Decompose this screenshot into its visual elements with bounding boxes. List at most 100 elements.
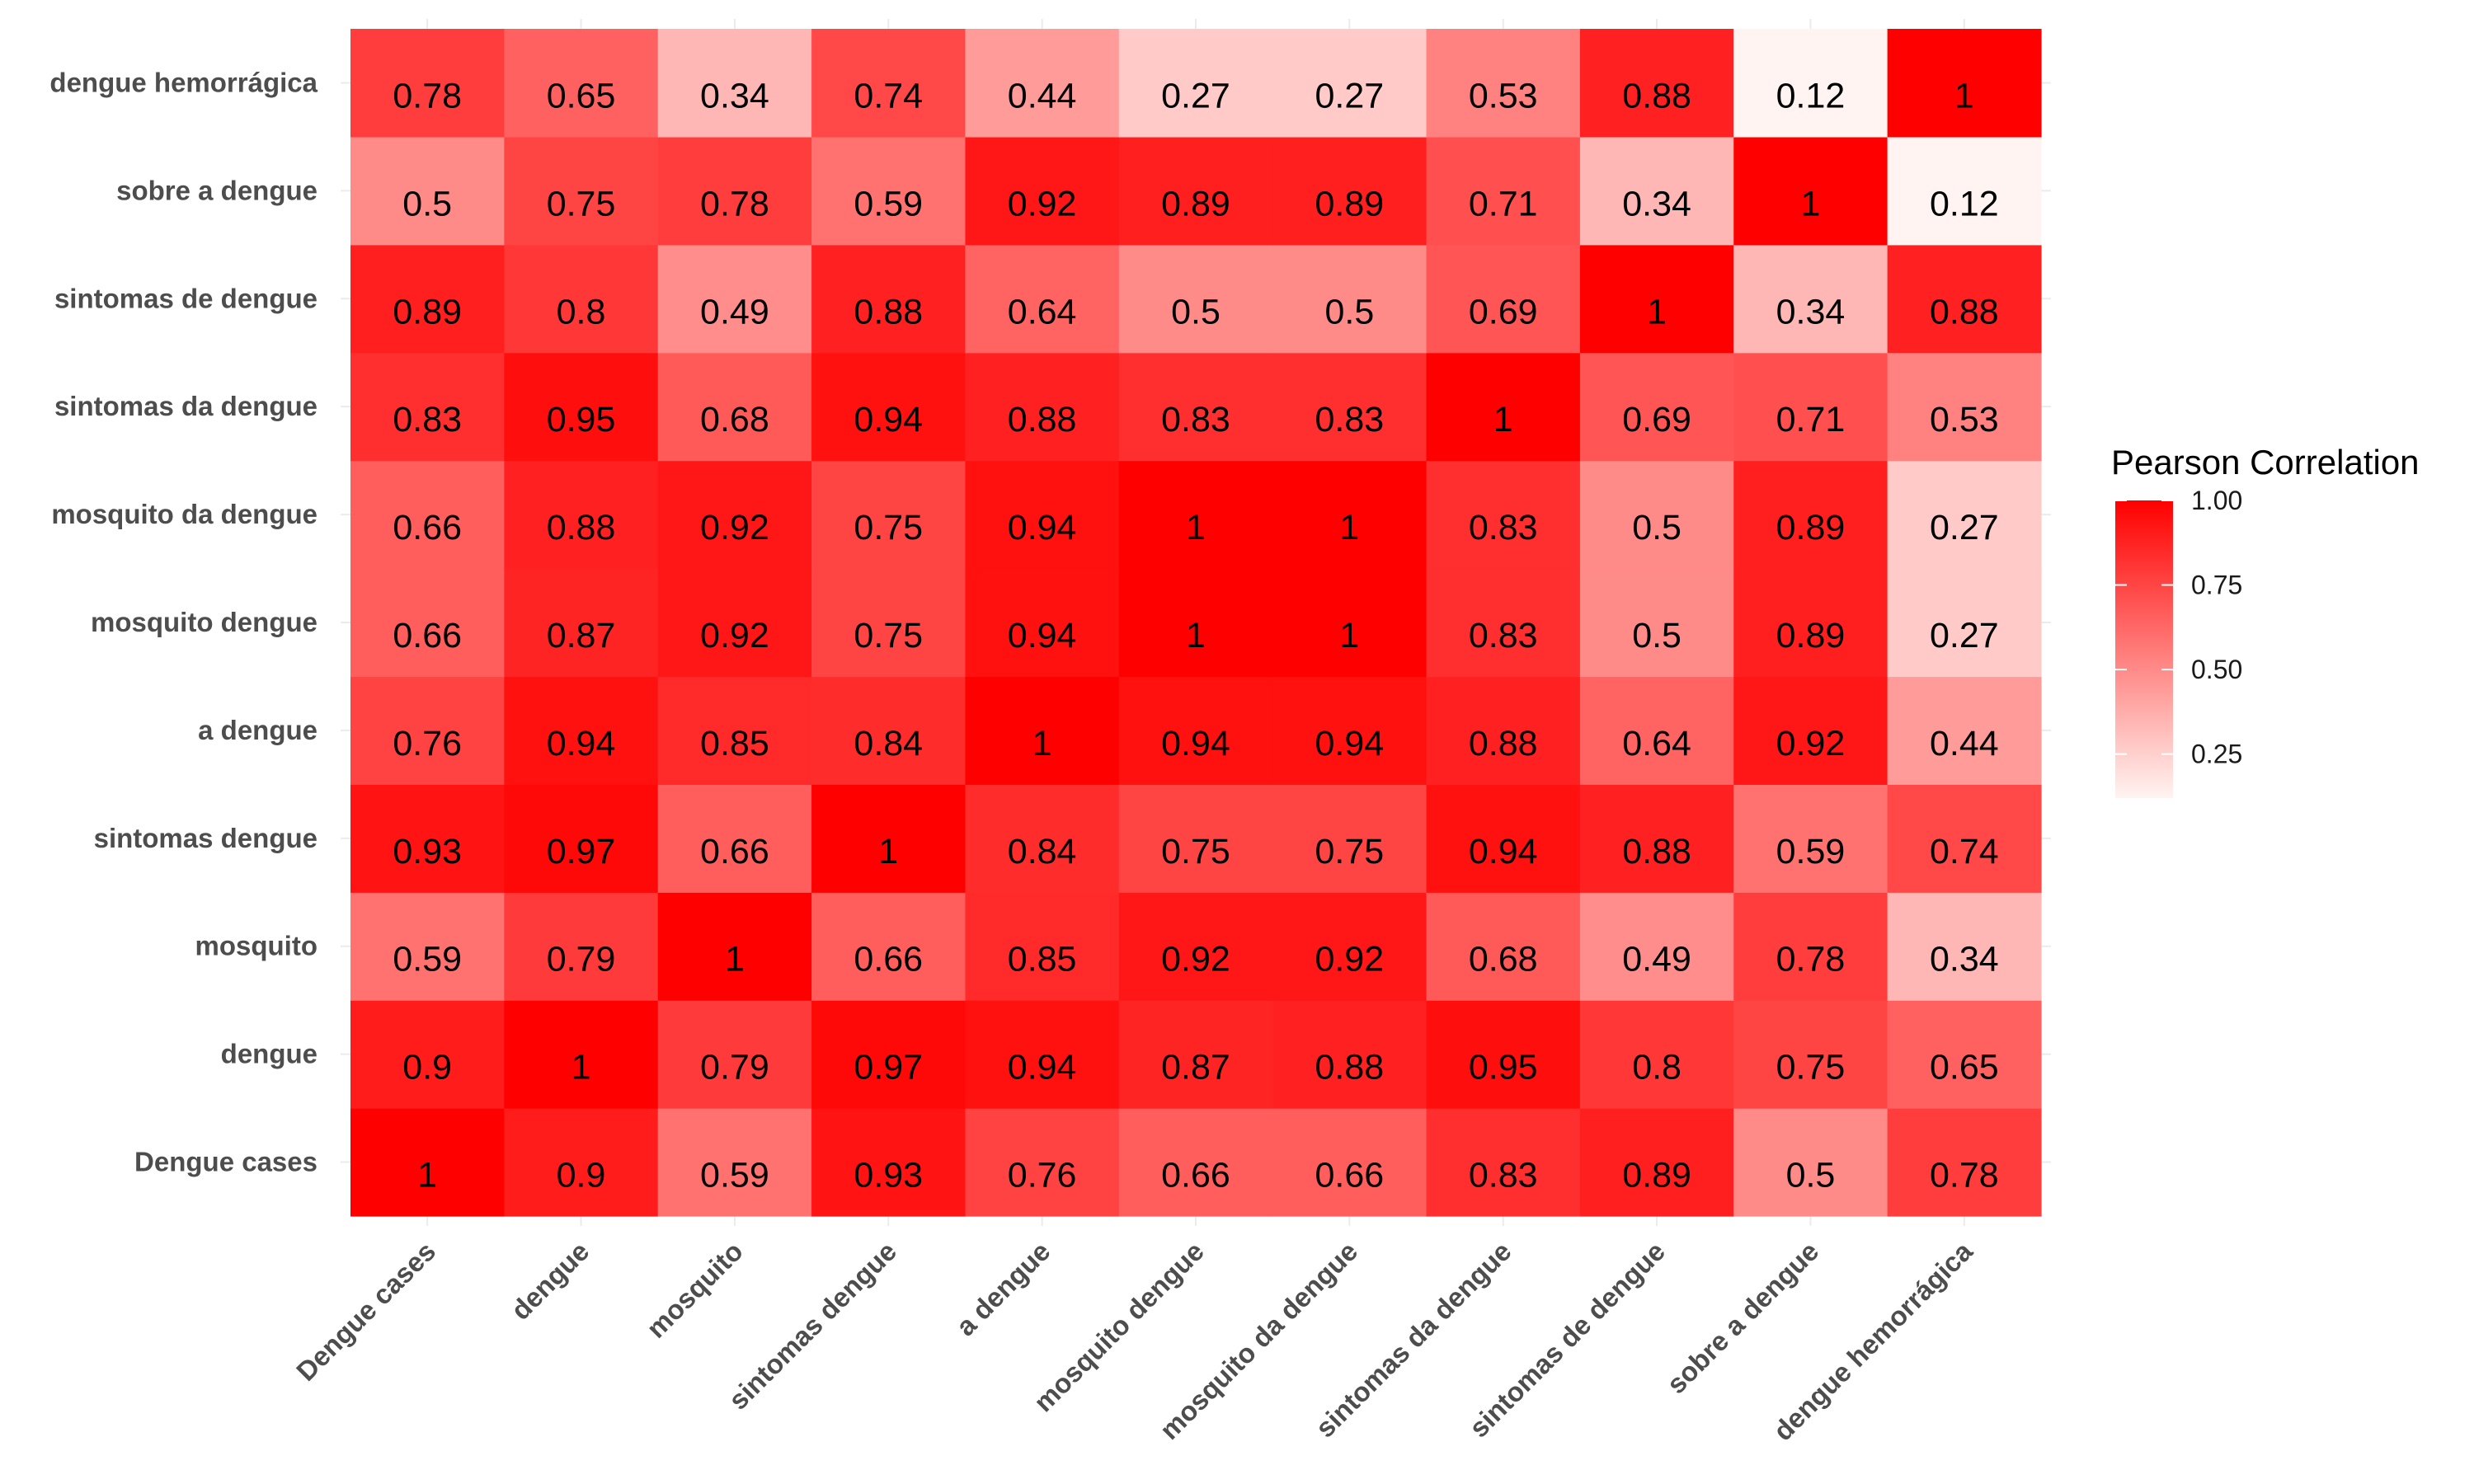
y-tick-label: Dengue cases [134,1147,317,1177]
cell-value-label: 0.87 [547,616,616,655]
cell-value-label: 0.59 [1776,832,1846,871]
heatmap-cell [1426,136,1581,246]
cell-value-label: 0.76 [1008,1156,1077,1195]
heatmap-cell [965,784,1120,893]
cell-value-label: 1 [725,940,745,979]
heatmap-cell [1887,892,2042,1001]
heatmap-cell [1733,676,1888,785]
heatmap-cell [1733,892,1888,1001]
heatmap-cell [504,568,659,678]
heatmap-cell [1272,136,1427,246]
heatmap-cells: 1 0.9 0.59 0.93 0.76 0.66 0.66 0.83 0.89 0.5 0.78 0… [350,29,2042,1217]
heatmap-cell [1733,1000,1888,1109]
heatmap-cell [1887,568,2042,678]
cell-value-label: 0.89 [1622,1156,1691,1195]
heatmap-cell [504,136,659,246]
x-tick-label: sobre a dengue [1661,1236,1825,1400]
heatmap-cell [1733,784,1888,893]
cell-value-label: 0.12 [1776,76,1846,115]
cell-value-label: 0.97 [854,1048,923,1087]
cell-value-label: 0.75 [1161,832,1230,871]
cell-value-label: 0.74 [1930,832,1999,871]
cell-value-label: 0.34 [1776,292,1846,331]
cell-value-label: 0.66 [854,940,923,979]
cell-value-label: 0.89 [1776,508,1846,547]
legend: Pearson Correlation 0.25 0.50 0.75 1.00 [2111,443,2420,798]
cell-value-label: 0.88 [854,292,923,331]
heatmap-cell [504,1000,659,1109]
heatmap-cell [1426,352,1581,462]
cell-value-label: 0.64 [1008,292,1077,331]
cell-value-label: 0.49 [1622,940,1691,979]
heatmap-cell [1272,784,1427,893]
cell-value-label: 0.68 [1469,940,1538,979]
heatmap-cell [1579,29,1734,138]
heatmap-cell [1579,136,1734,246]
heatmap-cell [1118,29,1273,138]
heatmap-cell [1272,676,1427,785]
cell-value-label: 0.93 [854,1156,923,1195]
heatmap-cell [1579,892,1734,1001]
cell-value-label: 1 [417,1156,437,1195]
heatmap-cell [1118,892,1273,1001]
heatmap-cell [1887,244,2042,354]
heatmap-cell [811,892,967,1001]
cell-value-label: 0.83 [1161,400,1230,439]
y-axis: Dengue cases dengue mosquito sintomas dengu… [49,67,317,1176]
heatmap-cell [657,676,812,785]
cell-value-label: 0.59 [393,940,462,979]
heatmap-cell [811,460,967,570]
legend-title: Pearson Correlation [2111,443,2420,481]
cell-value-label: 0.83 [1315,400,1385,439]
heatmap-cell [1887,29,2042,138]
x-tick-label: sintomas dengue [722,1236,902,1416]
heatmap-cell [1272,1000,1427,1109]
cell-value-label: 0.75 [854,508,923,547]
legend-tick-label: 0.75 [2191,571,2242,600]
heatmap-cell [657,352,812,462]
cell-value-label: 0.66 [1161,1156,1230,1195]
heatmap-cell [1426,1108,1581,1217]
heatmap-cell [1272,568,1427,678]
cell-value-label: 0.66 [393,616,462,655]
cell-value-label: 0.92 [700,508,769,547]
cell-value-label: 0.5 [1632,508,1681,547]
cell-value-label: 1 [1800,184,1820,223]
cell-value-label: 0.75 [547,184,616,223]
cell-value-label: 0.76 [393,724,462,763]
heatmap-cell [1426,568,1581,678]
heatmap-cell [350,29,505,138]
heatmap-cell [811,244,967,354]
heatmap-cell [1733,352,1888,462]
cell-value-label: 0.88 [1469,724,1538,763]
x-tick-label: Dengue cases [290,1236,441,1387]
cell-value-label: 1 [878,832,898,871]
cell-value-label: 0.34 [1930,940,1999,979]
cell-value-label: 0.9 [557,1156,606,1195]
cell-value-label: 0.89 [1315,184,1385,223]
cell-value-label: 0.95 [547,400,616,439]
x-tick-label: dengue [505,1236,595,1326]
cell-value-label: 0.94 [1008,1048,1077,1087]
heatmap-cell [504,784,659,893]
heatmap-cell [350,892,505,1001]
heatmap-cell [965,1000,1120,1109]
cell-value-label: 0.94 [1315,724,1385,763]
heatmap-cell [504,29,659,138]
cell-value-label: 0.78 [700,184,769,223]
cell-value-label: 0.5 [1632,616,1681,655]
cell-value-label: 0.71 [1776,400,1846,439]
heatmap-cell [1733,1108,1888,1217]
cell-value-label: 0.68 [700,400,769,439]
heatmap-cell [1887,1108,2042,1217]
cell-value-label: 0.75 [854,616,923,655]
cell-value-label: 0.44 [1930,724,1999,763]
heatmap-cell [1887,352,2042,462]
heatmap-cell [1579,568,1734,678]
cell-value-label: 0.71 [1469,184,1538,223]
heatmap-cell [1272,892,1427,1001]
y-tick-label: mosquito da dengue [51,499,317,529]
cell-value-label: 0.89 [393,292,462,331]
heatmap-cell [1426,29,1581,138]
cell-value-label: 0.66 [1315,1156,1385,1195]
